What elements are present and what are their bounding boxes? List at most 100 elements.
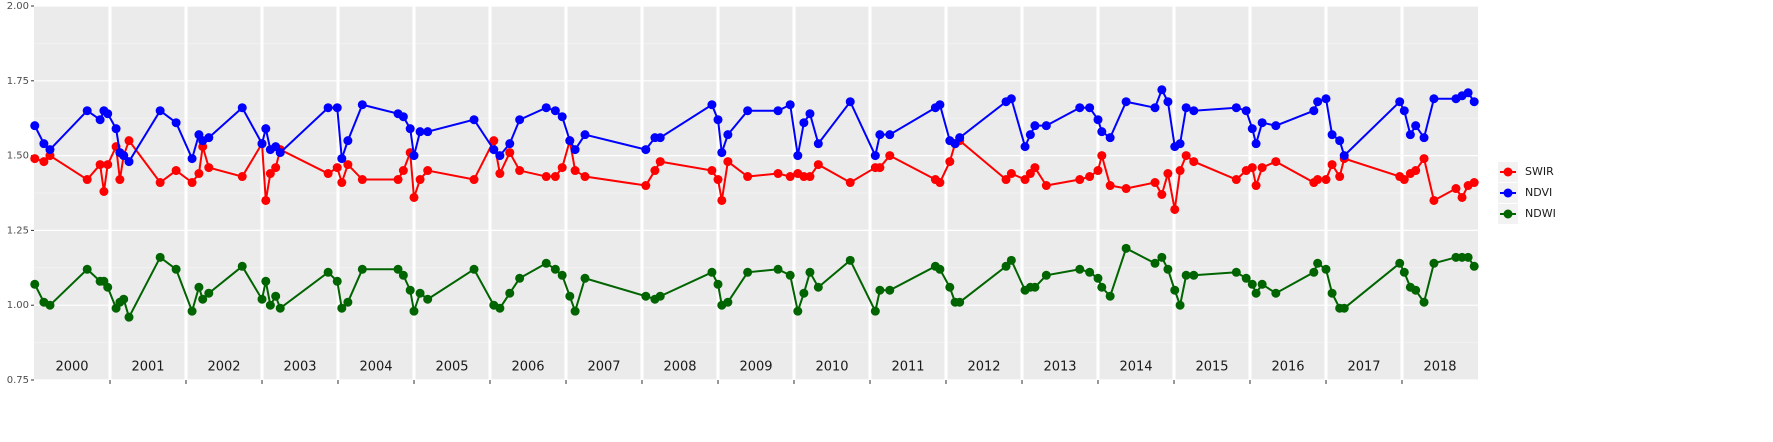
data-point xyxy=(1321,175,1331,185)
data-point xyxy=(495,169,505,179)
data-point xyxy=(237,103,247,113)
data-point xyxy=(99,187,109,197)
data-point xyxy=(415,288,425,298)
data-point xyxy=(1339,151,1349,161)
data-point xyxy=(870,306,880,316)
data-point xyxy=(813,139,823,149)
data-point xyxy=(580,172,590,182)
data-point xyxy=(1093,166,1103,176)
data-point xyxy=(82,106,92,116)
data-point xyxy=(82,175,92,185)
data-point xyxy=(570,306,580,316)
data-point xyxy=(337,178,347,188)
data-point xyxy=(515,166,525,176)
data-point xyxy=(1429,258,1439,268)
data-point xyxy=(1309,267,1319,277)
data-point xyxy=(1041,270,1051,280)
data-point xyxy=(495,303,505,313)
data-point xyxy=(785,270,795,280)
data-point xyxy=(955,133,965,143)
data-point xyxy=(805,172,815,182)
data-point xyxy=(773,264,783,274)
year-label: 2018 xyxy=(1423,360,1456,375)
data-point xyxy=(469,115,479,125)
data-point xyxy=(1429,195,1439,205)
year-label: 2003 xyxy=(283,360,316,375)
data-point xyxy=(1041,121,1051,131)
data-point xyxy=(743,172,753,182)
data-point xyxy=(557,163,567,173)
year-label: 2000 xyxy=(55,360,88,375)
data-point xyxy=(580,273,590,283)
data-point xyxy=(405,285,415,295)
data-point xyxy=(717,148,727,158)
data-point xyxy=(423,166,433,176)
data-point xyxy=(1405,130,1415,140)
data-point xyxy=(1463,252,1473,262)
data-point xyxy=(1157,189,1167,199)
data-point xyxy=(1175,300,1185,310)
data-point xyxy=(1093,115,1103,125)
data-point xyxy=(1313,97,1323,107)
data-point xyxy=(945,282,955,292)
data-point xyxy=(1327,130,1337,140)
data-point xyxy=(1001,175,1011,185)
data-point xyxy=(743,267,753,277)
data-point xyxy=(1163,97,1173,107)
data-point xyxy=(271,291,281,301)
legend-label: SWIR xyxy=(1525,165,1554,178)
year-label: 2016 xyxy=(1271,360,1304,375)
data-point xyxy=(1105,291,1115,301)
data-point xyxy=(945,157,955,167)
data-point xyxy=(935,100,945,110)
data-point xyxy=(82,264,92,274)
data-point xyxy=(124,157,134,167)
data-point xyxy=(1006,94,1016,104)
data-point xyxy=(265,169,275,179)
data-point xyxy=(495,151,505,161)
data-point xyxy=(1085,103,1095,113)
data-point xyxy=(103,160,113,170)
data-point xyxy=(111,124,121,134)
data-point xyxy=(1469,97,1479,107)
data-point xyxy=(641,291,651,301)
data-point xyxy=(1257,279,1267,289)
data-point xyxy=(641,181,651,191)
data-point xyxy=(1247,163,1257,173)
data-point xyxy=(275,303,285,313)
data-point xyxy=(505,288,515,298)
data-point xyxy=(870,151,880,161)
data-point xyxy=(1150,178,1160,188)
data-point xyxy=(655,133,665,143)
data-point xyxy=(723,130,733,140)
data-point xyxy=(557,112,567,122)
data-point xyxy=(1241,106,1251,116)
data-point xyxy=(1075,264,1085,274)
data-point xyxy=(119,151,129,161)
data-point xyxy=(198,294,208,304)
y-tick-label: 1.00 xyxy=(7,300,29,311)
data-point xyxy=(773,106,783,116)
data-point xyxy=(773,169,783,179)
data-point xyxy=(885,151,895,161)
data-point xyxy=(332,276,342,286)
data-point xyxy=(1395,97,1405,107)
data-point xyxy=(469,264,479,274)
data-point xyxy=(237,261,247,271)
data-point xyxy=(505,148,515,158)
data-point xyxy=(1313,258,1323,268)
data-point xyxy=(323,103,333,113)
data-point xyxy=(1257,163,1267,173)
data-point xyxy=(1469,261,1479,271)
data-point xyxy=(1327,288,1337,298)
data-point xyxy=(1006,255,1016,265)
legend-point xyxy=(1503,167,1513,177)
data-point xyxy=(187,306,197,316)
data-point xyxy=(1251,181,1261,191)
data-point xyxy=(1020,175,1030,185)
data-point xyxy=(541,258,551,268)
data-point xyxy=(955,297,965,307)
data-point xyxy=(1231,103,1241,113)
data-point xyxy=(204,133,214,143)
data-point xyxy=(1163,264,1173,274)
